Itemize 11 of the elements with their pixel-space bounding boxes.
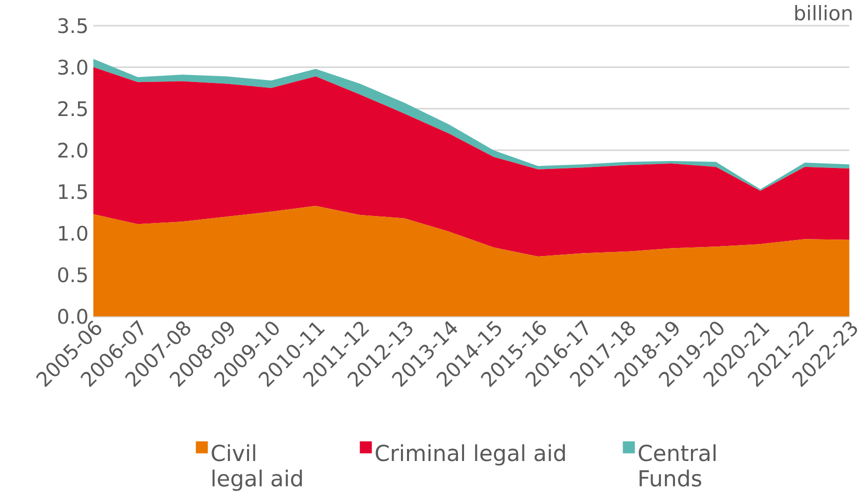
y-tick-label: 1.0	[59, 226, 88, 241]
y-tick-label: 3.0	[58, 60, 88, 75]
y-tick-label: 3.5	[58, 18, 87, 34]
y-tick-label: 2.5	[58, 101, 87, 116]
y-tick-label: 0.5	[58, 267, 87, 282]
y-axis-title: billion	[795, 5, 852, 21]
legend-label: Civil legal aid	[212, 444, 302, 491]
legend-label: Criminal legal aid	[376, 444, 565, 466]
y-tick-label: 1.5	[59, 184, 87, 200]
y-tick-label: 2.0	[58, 142, 88, 158]
legend-label: Central Funds	[638, 444, 716, 487]
